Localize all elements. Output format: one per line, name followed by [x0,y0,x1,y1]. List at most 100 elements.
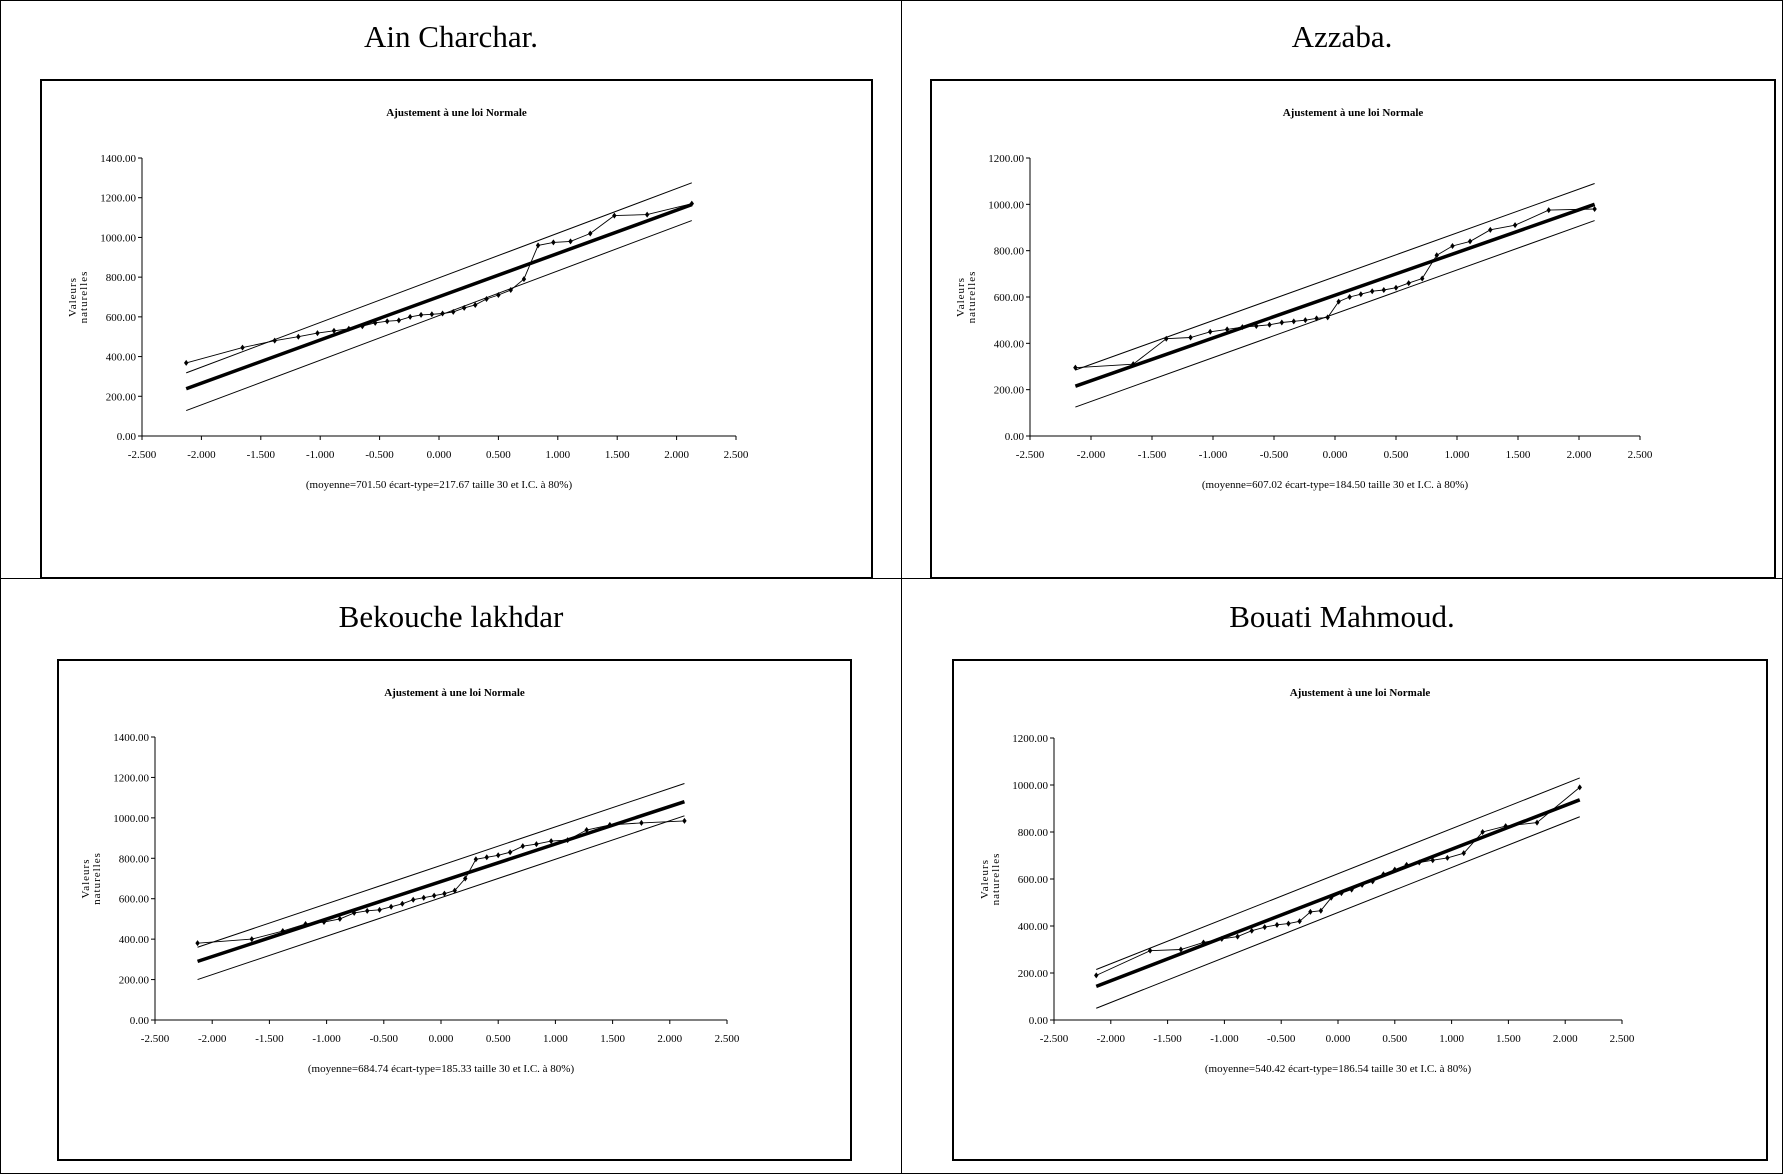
x-tick-label: 0.000 [429,1033,454,1045]
x-tick-label: 2.500 [724,449,749,461]
x-tick-label: 1.500 [600,1033,625,1045]
x-tick-label: 0.500 [486,449,511,461]
y-tick-label: 600.00 [1018,874,1049,886]
observed-point [377,906,382,913]
observed-point [183,359,189,366]
panel-azzaba: Azzaba. Ajustement à une loi Normale 0.00… [902,1,1782,579]
observed-point [296,333,301,340]
observed-point [1577,784,1582,791]
chart-frame: Ajustement à une loi Normale 0.00 200.00 40… [952,659,1768,1161]
x-tick-label: 0.000 [1323,449,1348,461]
x-tick-label: -2.000 [1077,449,1106,461]
observed-point [682,817,687,824]
observed-point [249,936,254,943]
observed-point [496,852,501,859]
x-tick-label: -1.500 [255,1033,284,1045]
observed-point [1279,319,1285,326]
y-tick-label: 400.00 [106,352,137,364]
x-tick-label: 2.000 [1553,1033,1578,1045]
observed-point [331,327,337,334]
observed-point [1445,854,1450,861]
y-tick-label: 800.00 [119,853,150,865]
observed-point [473,301,478,308]
x-tick-label: -1.000 [306,449,335,461]
observed-point [1503,823,1508,830]
observed-point [1308,908,1313,915]
upper-ci-line [1096,777,1580,970]
observed-point [1249,927,1254,934]
observed-point [1420,275,1425,282]
station-title: Bekouche lakhdar [338,599,564,634]
observed-point [644,211,650,218]
observed-point [484,854,489,861]
observed-point [1286,920,1291,927]
observed-point [1314,315,1319,322]
observed-point [385,318,390,325]
x-tick-label: 0.500 [486,1033,511,1045]
observed-point [1219,935,1224,942]
chart-caption: (moyenne=701.50 écart-type=217.67 taille… [306,479,573,491]
observed-point [607,821,613,828]
y-axis-label-line1: Valeurs [67,277,79,317]
x-tick-label: -0.500 [1260,449,1289,461]
observed-point [451,308,456,315]
observed-point [315,330,320,337]
observed-point [195,940,200,947]
x-tick-label: 1.000 [543,1033,568,1045]
normal-fit-chart: Ajustement à une loi Normale 0.00 200.00 40… [67,107,749,491]
observed-series-line [186,203,692,364]
x-tick-label: -2.000 [187,449,216,461]
y-axis-label-line2: naturelles [91,852,103,905]
y-axis-label-line1: Valeurs [979,859,991,899]
y-tick-label: 800.00 [1018,827,1049,839]
x-tick-label: 2.000 [657,1033,682,1045]
y-tick-label: 1200.00 [1012,733,1048,745]
observed-point [1318,907,1324,914]
x-tick-label: 1.000 [1445,449,1470,461]
observed-point [1406,280,1411,287]
y-tick-label: 600.00 [119,894,150,906]
y-tick-label: 400.00 [1018,921,1049,933]
x-tick-label: -1.500 [247,449,276,461]
observed-point [588,230,593,237]
observed-point [337,915,343,922]
observed-point [421,894,426,901]
lower-ci-line [197,815,685,981]
observed-point [1274,921,1280,928]
lower-ci-line [1075,220,1595,408]
observed-point [568,238,573,245]
station-title: Azzaba. [1291,19,1393,54]
observed-point [584,826,589,833]
chart-caption: (moyenne=607.02 écart-type=184.50 taille… [1202,479,1469,491]
observed-point [303,920,308,927]
observed-point [1488,226,1493,233]
observed-point [442,890,447,897]
fit-line [1074,202,1596,388]
observed-point [400,900,405,907]
y-tick-label: 1000.00 [988,199,1024,211]
panel-bekouche-lakhdar: Bekouche lakhdar Ajustement à une loi No… [1,579,902,1173]
panel-bouati-mahmoud: Bouati Mahmoud. Ajustement à une loi Nor… [902,579,1782,1173]
chart-title: Ajustement à une loi Normale [1283,107,1424,119]
y-tick-label: 400.00 [994,338,1025,350]
observed-point [1480,829,1485,835]
lower-ci-line [1096,816,1580,1009]
observed-point [612,212,617,219]
observed-point [346,325,352,332]
station-title: Bouati Mahmoud. [1229,599,1455,634]
observed-point [1417,859,1422,866]
observed-point [411,896,416,903]
panel-ain-charchar: Ain Charchar. Ajustement à une loi Norma… [1,1,902,579]
observed-point [418,311,424,318]
observed-point [1207,328,1213,335]
observed-point [496,292,501,299]
y-tick-label: 0.00 [1005,431,1025,443]
observed-point [1370,288,1375,295]
observed-point [1546,207,1551,214]
observed-point [321,918,327,925]
x-tick-label: -0.500 [370,1033,399,1045]
y-tick-label: 200.00 [106,391,137,403]
observed-point [520,843,525,850]
observed-point [1297,918,1302,925]
